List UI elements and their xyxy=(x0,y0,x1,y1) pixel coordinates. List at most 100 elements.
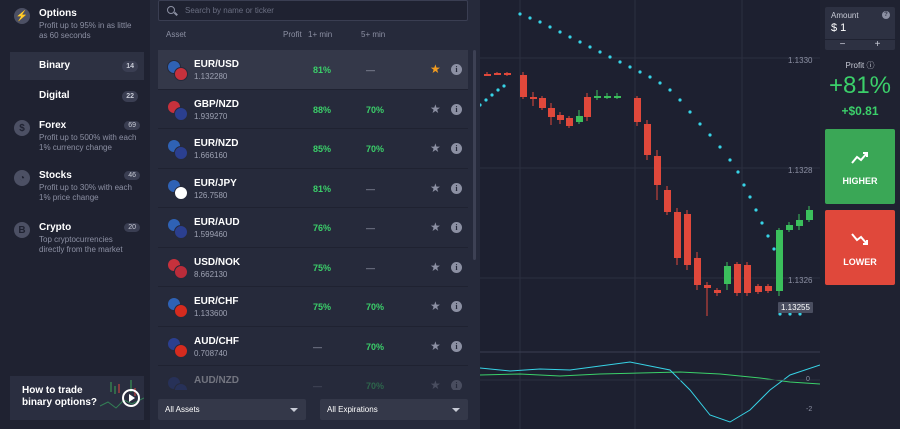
asset-price: 8.662130 xyxy=(194,269,228,279)
oscillator-line xyxy=(480,371,820,385)
info-icon[interactable]: i xyxy=(451,380,462,390)
info-icon[interactable]: i xyxy=(451,301,462,312)
asset-row[interactable]: AUD/CHF 0.708740 — 70% ★ i xyxy=(158,327,468,366)
asset-list-scrollbar[interactable] xyxy=(473,50,476,260)
asset-row[interactable]: EUR/USD 1.132280 81% — ★ i xyxy=(158,50,468,90)
asset-price: 1.666160 xyxy=(194,151,228,160)
category-forex[interactable]: $ Forex Profit up to 500% with each 1% c… xyxy=(0,112,150,162)
indicator-dot xyxy=(502,84,506,88)
asset-list-panel: Asset Profit 1+ min 5+ min EUR/USD 1.1322… xyxy=(150,0,480,429)
currency-flags-icon xyxy=(167,178,188,200)
favorite-star-icon[interactable]: ★ xyxy=(430,62,441,76)
chevron-down-icon xyxy=(290,408,298,412)
trend-up-icon xyxy=(851,152,868,164)
candle xyxy=(539,98,546,108)
indicator-dot xyxy=(628,65,632,69)
amount-value[interactable]: $ 1 xyxy=(831,22,847,34)
count-badge: 46 xyxy=(124,171,140,180)
category-stocks[interactable]: ◔ Stocks Profit up to 30% with each 1% p… xyxy=(0,162,150,214)
favorite-star-icon[interactable]: ★ xyxy=(430,101,441,116)
subcategory-label: Digital xyxy=(39,90,70,101)
dollar-icon: $ xyxy=(14,120,30,136)
info-icon[interactable]: i xyxy=(451,182,462,194)
favorite-star-icon[interactable]: ★ xyxy=(430,141,441,155)
candle xyxy=(634,98,641,122)
price-axis-label: 1.1326 xyxy=(788,276,813,285)
category-title: Stocks xyxy=(39,170,72,181)
chevron-down-icon xyxy=(452,408,460,412)
dropdown-value: All Assets xyxy=(165,405,200,414)
indicator-dot xyxy=(484,98,488,102)
help-icon[interactable]: ⓘ xyxy=(866,61,875,70)
asset-price: 1.133600 xyxy=(194,309,228,318)
favorite-star-icon[interactable]: ★ xyxy=(430,378,441,390)
oscillator-label: -2 xyxy=(806,406,812,413)
info-icon[interactable]: i xyxy=(451,143,462,154)
asset-row[interactable]: EUR/AUD 1.599460 76% — ★ i xyxy=(158,208,468,248)
profit-1min: 81% xyxy=(313,65,332,75)
favorite-star-icon[interactable]: ★ xyxy=(430,259,441,274)
profit-1min: 85% xyxy=(313,144,332,154)
info-icon[interactable]: i xyxy=(451,64,462,75)
currency-flags-icon xyxy=(167,336,188,358)
candle xyxy=(584,97,591,117)
trade-panel: Amount ? $ 1 − + Profit ⓘ +81% +$0.81 HI… xyxy=(820,0,900,429)
amount-field[interactable]: Amount ? $ 1 − + xyxy=(825,7,895,50)
decrease-amount-button[interactable]: − xyxy=(839,39,846,50)
category-crypto[interactable]: B Crypto Top cryptocurrencies directly f… xyxy=(0,214,150,266)
favorite-star-icon[interactable]: ★ xyxy=(430,180,441,195)
indicator-dot xyxy=(778,312,782,316)
tutorial-video-card[interactable]: How to trade binary options? xyxy=(10,376,144,420)
info-icon[interactable]: i xyxy=(451,222,462,233)
candle xyxy=(765,286,772,291)
price-chart[interactable]: 1.1330 1.1328 1.1326 0 -2 1.13255 xyxy=(480,0,820,429)
asset-row[interactable]: GBP/NZD 1.939270 88% 70% ★ i xyxy=(158,90,468,129)
indicator-dot xyxy=(490,93,494,97)
asset-table-header: Asset Profit 1+ min 5+ min xyxy=(158,30,468,44)
profit-1min: 81% xyxy=(313,183,332,194)
indicator-dot xyxy=(528,16,532,20)
profit-1min: 75% xyxy=(313,302,332,312)
play-icon[interactable] xyxy=(122,389,140,407)
favorite-star-icon[interactable]: ★ xyxy=(430,338,441,353)
asset-price: 126.7580 xyxy=(194,190,228,200)
asset-price: 0.708740 xyxy=(194,348,228,358)
info-icon[interactable]: i xyxy=(451,340,462,352)
category-sidebar: ⚡ Options Profit up to 95% in as little … xyxy=(0,0,150,429)
lower-button[interactable]: LOWER xyxy=(825,210,895,285)
help-icon[interactable]: ? xyxy=(882,11,890,19)
asset-row[interactable]: EUR/JPY 126.7580 81% — ★ i xyxy=(158,169,468,208)
higher-button[interactable]: HIGHER xyxy=(825,129,895,204)
indicator-dot xyxy=(648,75,652,79)
indicator-dot xyxy=(538,20,542,24)
increase-amount-button[interactable]: + xyxy=(874,39,881,50)
asset-row[interactable]: AUD/NZD — 70% ★ i xyxy=(158,366,468,390)
subcategory-binary[interactable]: Binary 14 xyxy=(10,52,144,80)
expirations-filter-dropdown[interactable]: All Expirations xyxy=(320,399,468,420)
indicator-dot xyxy=(496,88,500,92)
asset-row[interactable]: EUR/CHF 1.133600 75% 70% ★ i xyxy=(158,287,468,327)
info-icon[interactable]: i xyxy=(451,103,462,115)
candle xyxy=(755,286,762,292)
asset-row[interactable]: EUR/NZD 1.666160 85% 70% ★ i xyxy=(158,129,468,169)
lightning-icon: ⚡ xyxy=(14,8,30,24)
category-options[interactable]: ⚡ Options Profit up to 95% in as little … xyxy=(0,0,150,50)
currency-flags-icon xyxy=(167,139,188,160)
favorite-star-icon[interactable]: ★ xyxy=(430,299,441,313)
search-input[interactable] xyxy=(185,3,455,18)
asset-name: EUR/JPY xyxy=(194,177,237,189)
indicator-dot xyxy=(558,30,562,34)
asset-row[interactable]: USD/NOK 8.662130 75% — ★ i xyxy=(158,248,468,287)
profit-1min: 76% xyxy=(313,223,332,233)
asset-name: EUR/USD xyxy=(194,59,240,70)
info-icon[interactable]: i xyxy=(451,261,462,273)
profit-1min: 88% xyxy=(313,104,332,115)
candle xyxy=(734,264,741,293)
subcategory-digital[interactable]: Digital 22 xyxy=(10,82,144,110)
currency-flags-icon xyxy=(167,257,188,279)
indicator-dot xyxy=(754,208,758,212)
candle xyxy=(796,220,803,226)
indicator-dot xyxy=(728,158,732,162)
favorite-star-icon[interactable]: ★ xyxy=(430,220,441,234)
assets-filter-dropdown[interactable]: All Assets xyxy=(158,399,306,420)
